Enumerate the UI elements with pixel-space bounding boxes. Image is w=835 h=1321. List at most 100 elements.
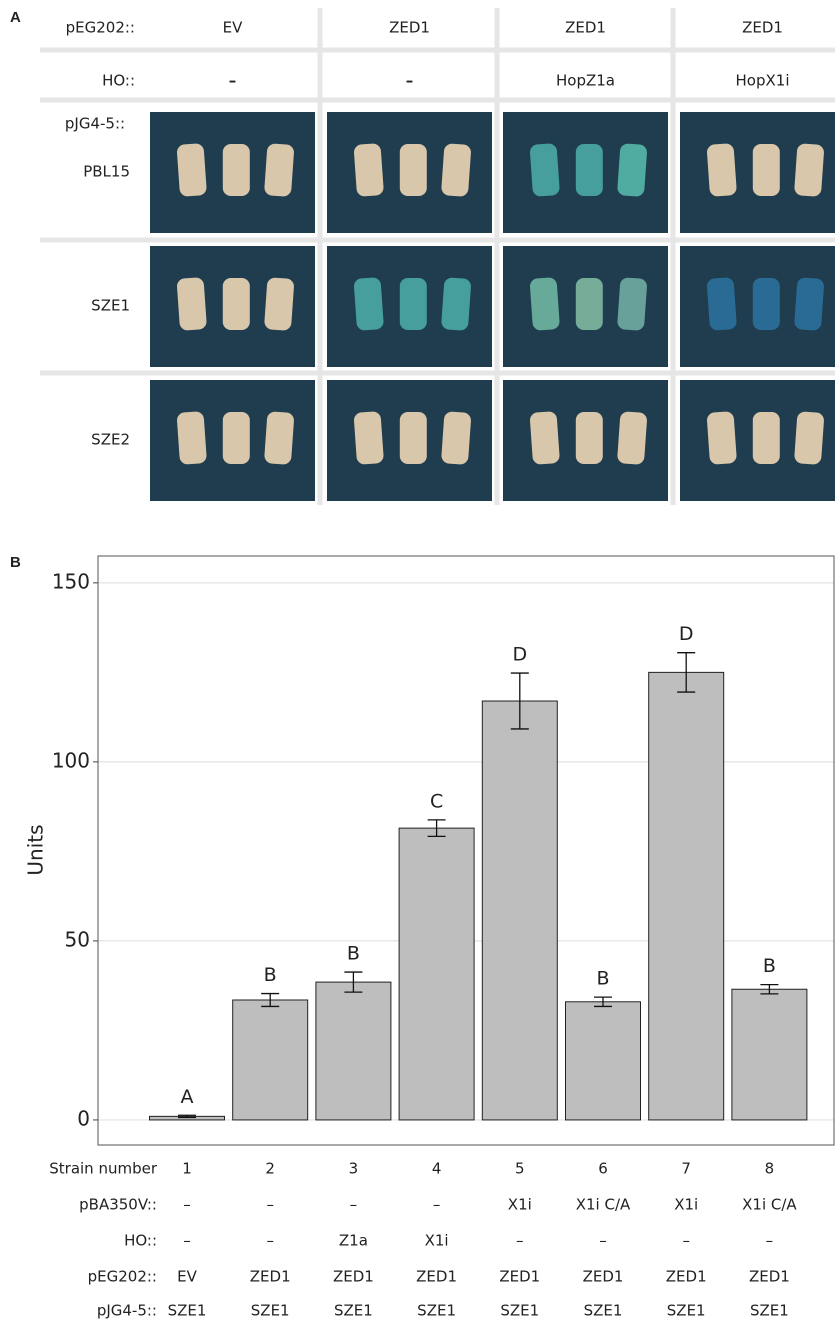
- row-cell: ZED1: [416, 1268, 457, 1286]
- y-tick-label: 100: [52, 748, 90, 772]
- significance-letter: C: [430, 790, 443, 812]
- row-label: HO::: [124, 1232, 157, 1250]
- row-cell: SZE1: [251, 1302, 290, 1320]
- panel-label: B: [10, 554, 21, 571]
- row-label: pBA350V::: [79, 1196, 157, 1214]
- row-label: HO::: [102, 72, 135, 90]
- colony: [353, 143, 384, 197]
- colony: [706, 277, 737, 331]
- row-cell: SZE1: [334, 1302, 373, 1320]
- panel-label: A: [10, 9, 21, 26]
- colony: [176, 411, 207, 465]
- colony: [794, 143, 825, 197]
- colony: [576, 412, 603, 464]
- colony: [617, 277, 648, 331]
- x-tick-label: 8: [765, 1160, 775, 1178]
- colony: [576, 144, 603, 196]
- colony: [223, 144, 250, 196]
- x-tick-label: 6: [598, 1160, 608, 1178]
- bar: [732, 989, 807, 1120]
- row-cell: –: [183, 1232, 191, 1250]
- row-header: pJG4-5::: [65, 115, 125, 133]
- row-cell: SZE1: [750, 1302, 789, 1320]
- colony: [264, 143, 295, 197]
- bar: [399, 828, 474, 1120]
- column-label: –: [229, 72, 237, 90]
- colony: [529, 143, 560, 197]
- column-label: ZED1: [742, 19, 783, 37]
- colony: [794, 411, 825, 465]
- colony: [176, 277, 207, 331]
- row-cell: –: [266, 1232, 274, 1250]
- colony: [400, 278, 427, 330]
- row-cell: SZE1: [500, 1302, 539, 1320]
- significance-letter: B: [763, 955, 776, 977]
- colony: [753, 278, 780, 330]
- row-label: Strain number: [49, 1160, 158, 1178]
- colony: [617, 143, 648, 197]
- y-tick-label: 0: [77, 1106, 90, 1130]
- y-tick-label: 50: [65, 927, 90, 951]
- row-cell: ZED1: [666, 1268, 707, 1286]
- row-label: pEG202::: [66, 19, 135, 37]
- significance-letter: B: [596, 968, 609, 990]
- row-cell: EV: [177, 1268, 197, 1286]
- row-label: SZE2: [91, 431, 130, 449]
- colony: [264, 411, 295, 465]
- y-tick-label: 150: [52, 569, 90, 593]
- row-cell: X1i: [508, 1196, 532, 1214]
- significance-letter: D: [679, 623, 694, 645]
- column-label: HopZ1a: [556, 72, 615, 90]
- row-cell: –: [266, 1196, 274, 1214]
- colony: [353, 277, 384, 331]
- colony: [706, 143, 737, 197]
- row-cell: –: [350, 1196, 358, 1214]
- row-cell: –: [516, 1232, 524, 1250]
- row-cell: –: [599, 1232, 607, 1250]
- colony: [353, 411, 384, 465]
- colony: [223, 412, 250, 464]
- column-label: ZED1: [389, 19, 430, 37]
- y-axis-label: Units: [24, 824, 48, 875]
- row-cell: X1i: [425, 1232, 449, 1250]
- colony: [794, 277, 825, 331]
- row-cell: SZE1: [667, 1302, 706, 1320]
- colony: [576, 278, 603, 330]
- x-tick-label: 1: [182, 1160, 192, 1178]
- x-tick-label: 2: [265, 1160, 275, 1178]
- row-cell: ZED1: [333, 1268, 374, 1286]
- row-cell: ZED1: [250, 1268, 291, 1286]
- significance-letter: B: [347, 943, 360, 965]
- colony: [529, 277, 560, 331]
- row-cell: SZE1: [417, 1302, 456, 1320]
- row-cell: –: [433, 1196, 441, 1214]
- colony: [400, 412, 427, 464]
- colony: [441, 411, 472, 465]
- x-tick-label: 4: [432, 1160, 442, 1178]
- bar: [649, 672, 724, 1120]
- colony: [441, 277, 472, 331]
- row-cell: –: [682, 1232, 690, 1250]
- colony: [753, 412, 780, 464]
- x-tick-label: 5: [515, 1160, 525, 1178]
- row-cell: SZE1: [168, 1302, 207, 1320]
- row-cell: ZED1: [583, 1268, 624, 1286]
- column-label: HopX1i: [736, 72, 790, 90]
- row-cell: X1i C/A: [742, 1196, 797, 1214]
- colony: [441, 143, 472, 197]
- row-label: pJG4-5::: [97, 1302, 157, 1320]
- row-cell: ZED1: [749, 1268, 790, 1286]
- column-label: EV: [223, 19, 243, 37]
- bar: [316, 982, 391, 1120]
- row-cell: X1i: [674, 1196, 698, 1214]
- row-label: pEG202::: [88, 1268, 157, 1286]
- colony: [176, 143, 207, 197]
- row-cell: –: [766, 1232, 774, 1250]
- colony: [617, 411, 648, 465]
- bar: [482, 701, 557, 1120]
- row-label: SZE1: [91, 297, 130, 315]
- colony: [753, 144, 780, 196]
- row-label: PBL15: [83, 163, 130, 181]
- x-tick-label: 3: [349, 1160, 359, 1178]
- row-cell: ZED1: [499, 1268, 540, 1286]
